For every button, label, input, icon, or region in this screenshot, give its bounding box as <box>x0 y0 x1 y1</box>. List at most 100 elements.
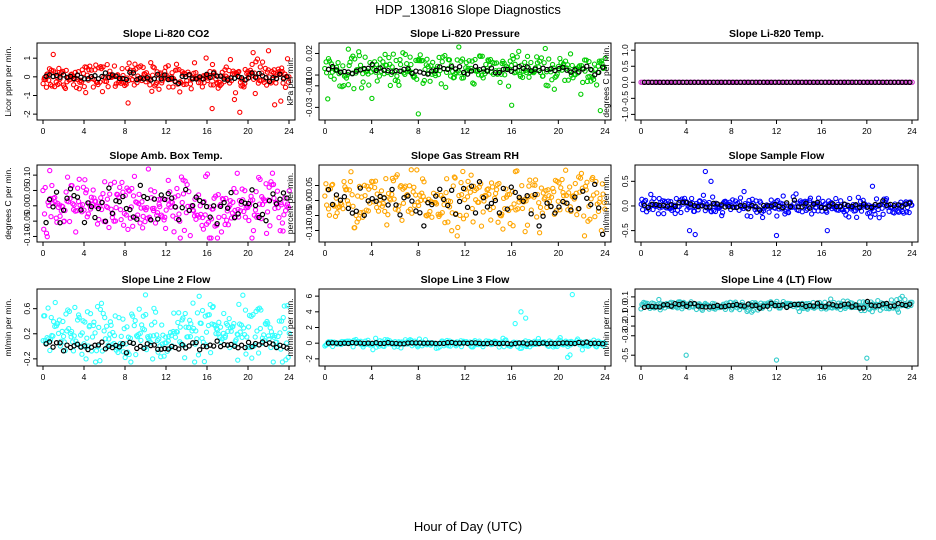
point-raw <box>583 57 589 63</box>
point-raw <box>593 178 599 185</box>
point-raw <box>194 310 201 316</box>
point-outlier <box>864 355 870 361</box>
point-averaged <box>799 301 805 308</box>
x-tick-label: 4 <box>369 126 374 136</box>
point-raw <box>862 307 868 314</box>
point-raw <box>425 64 431 70</box>
point-averaged <box>245 200 252 207</box>
point-raw <box>341 82 347 89</box>
point-raw <box>257 325 264 332</box>
point-raw <box>92 67 98 73</box>
point-raw <box>105 84 111 90</box>
point-averaged <box>186 72 192 78</box>
point-raw <box>40 80 46 87</box>
point-raw <box>154 337 161 344</box>
point-raw <box>766 209 772 215</box>
point-averaged <box>196 347 203 353</box>
x-tick-label: 12 <box>460 372 470 382</box>
point-outlier <box>278 98 284 104</box>
x-tick-label: 8 <box>123 248 128 258</box>
point-raw <box>231 96 238 103</box>
point-raw <box>252 90 258 97</box>
point-raw <box>273 80 279 86</box>
point-averaged <box>385 202 391 208</box>
data-points <box>322 167 608 239</box>
point-raw <box>559 176 565 183</box>
point-raw <box>87 310 94 317</box>
point-raw <box>126 60 132 66</box>
point-raw <box>85 211 91 217</box>
point-averaged <box>853 302 859 308</box>
point-averaged <box>200 199 206 206</box>
point-averaged <box>476 179 483 185</box>
point-raw <box>509 52 516 59</box>
point-raw <box>394 73 400 79</box>
point-averaged <box>60 348 67 354</box>
point-raw <box>489 184 496 190</box>
x-tick-label: 24 <box>284 372 294 382</box>
point-raw <box>325 55 332 62</box>
point-raw <box>282 325 288 332</box>
point-raw <box>137 220 143 226</box>
point-raw <box>461 197 468 203</box>
point-raw <box>569 62 575 69</box>
point-raw <box>538 185 545 191</box>
point-averaged <box>572 67 578 73</box>
panel-ambbox: Slope Amb. Box Temp. degrees C per min. 0 4… <box>3 150 296 258</box>
point-averaged <box>357 185 363 191</box>
y-tick-label: -0.2 <box>22 351 32 366</box>
point-raw <box>471 81 477 87</box>
point-averaged <box>512 189 518 196</box>
point-raw <box>695 207 701 213</box>
point-averaged <box>183 186 189 193</box>
point-raw <box>382 51 388 58</box>
point-averaged <box>417 210 423 216</box>
point-raw <box>221 310 227 317</box>
point-averaged <box>452 66 459 72</box>
point-averaged <box>393 202 399 208</box>
point-raw <box>481 198 487 204</box>
point-raw <box>187 232 193 239</box>
point-raw <box>454 233 460 239</box>
point-averaged <box>441 196 447 203</box>
point-raw <box>269 170 276 176</box>
point-averaged <box>448 187 455 194</box>
point-averaged <box>580 66 586 72</box>
x-tick-label: 0 <box>639 126 644 136</box>
point-raw <box>334 210 340 216</box>
point-raw <box>365 208 371 214</box>
point-raw <box>750 307 756 314</box>
point-averaged <box>333 192 340 198</box>
point-averaged <box>203 203 210 210</box>
point-averaged <box>57 220 63 226</box>
point-raw <box>328 73 334 79</box>
point-raw <box>220 196 226 203</box>
x-tick-label: 24 <box>600 248 610 258</box>
point-averaged <box>137 182 144 189</box>
point-raw <box>286 74 292 80</box>
point-averaged <box>480 65 487 72</box>
point-raw <box>584 179 590 185</box>
point-outlier <box>569 291 575 298</box>
panel-title: Slope Li-820 CO2 <box>123 28 210 40</box>
point-raw <box>847 195 853 202</box>
point-averaged <box>496 69 503 76</box>
point-averaged <box>592 181 598 188</box>
point-raw <box>323 59 329 65</box>
point-averaged <box>369 61 375 68</box>
point-raw <box>477 53 483 60</box>
y-tick-label: -0.10 <box>22 227 32 247</box>
y-tick-label: 2 <box>304 325 314 330</box>
point-raw <box>656 296 662 303</box>
point-averaged <box>158 192 164 198</box>
point-raw <box>245 324 252 330</box>
point-averaged <box>203 71 210 78</box>
point-raw <box>445 219 451 225</box>
point-averaged <box>85 200 91 206</box>
data-points <box>638 293 915 363</box>
point-raw <box>581 233 588 239</box>
point-raw <box>67 195 73 202</box>
y-tick-label: 1.0 <box>620 44 630 56</box>
point-averaged <box>46 339 53 345</box>
figure-xlabel: Hour of Day (UTC) <box>414 519 522 534</box>
